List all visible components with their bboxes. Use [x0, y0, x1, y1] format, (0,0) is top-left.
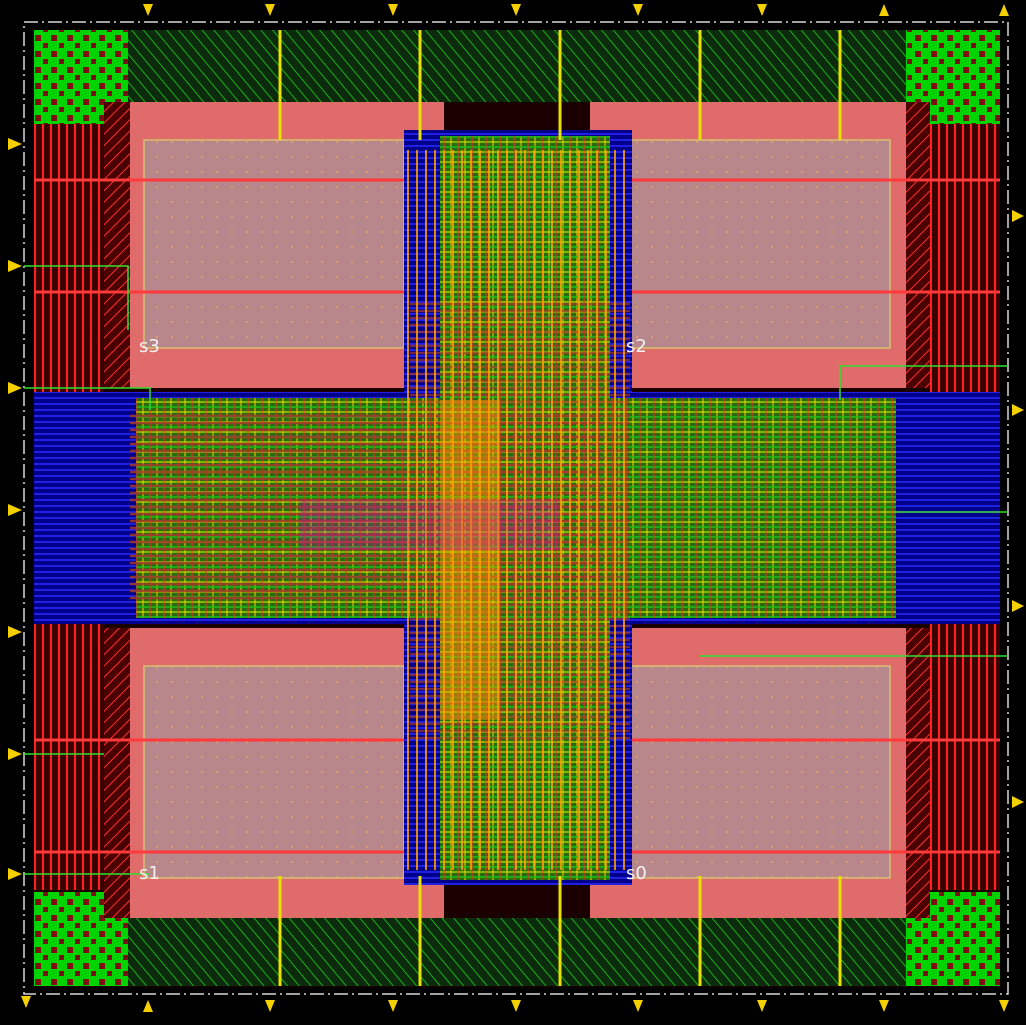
top-power-ring	[128, 30, 906, 102]
macro-s0[interactable]	[590, 628, 930, 918]
io-pins-top[interactable]	[143, 4, 1009, 16]
io-pins-right[interactable]	[1012, 210, 1024, 808]
vertical-power-rails	[278, 30, 842, 986]
standard-cell-cluster	[130, 136, 896, 880]
macro-label-s2: s2	[626, 336, 647, 357]
io-pins-left[interactable]	[8, 138, 22, 880]
macro-s1[interactable]	[104, 628, 444, 918]
macro-label-s0: s0	[626, 863, 647, 884]
pin-signal-wires	[24, 265, 1008, 875]
io-pins-bottom[interactable]	[21, 996, 1009, 1012]
macro-label-s1: s1	[139, 863, 160, 884]
macro-s2[interactable]	[590, 102, 930, 388]
macro-label-s3: s3	[139, 336, 160, 357]
bottom-power-ring	[128, 918, 906, 986]
macro-s3[interactable]	[104, 102, 444, 388]
die-outline	[23, 21, 1009, 995]
